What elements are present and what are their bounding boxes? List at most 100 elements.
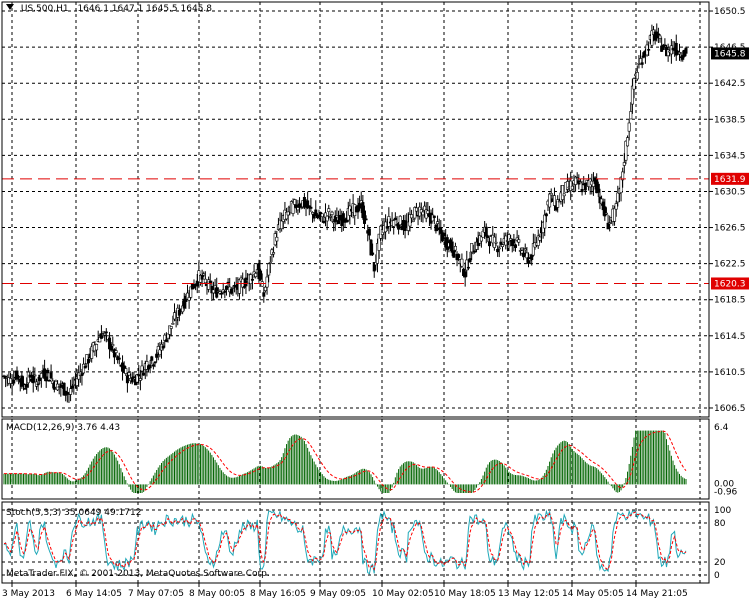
price-tick-label: 1642.5 (714, 79, 746, 89)
stoch-axis-label: 80 (714, 519, 726, 529)
candle-body (306, 200, 310, 209)
candle-body (426, 210, 430, 214)
candle-body (629, 111, 633, 120)
candle-body (674, 42, 678, 56)
candle-body (138, 378, 142, 381)
candle-body (470, 243, 474, 253)
stoch-label: Stoch(5,3,3) 35.0649 49.1712 (6, 508, 142, 518)
candle-body (398, 215, 402, 225)
candle-body (8, 378, 12, 384)
candle-body (627, 122, 631, 132)
candle-body (46, 369, 50, 374)
candle-body (436, 221, 440, 224)
candles (2, 23, 688, 403)
candle-body (311, 212, 315, 215)
candle-body (220, 292, 224, 295)
candle-body (265, 276, 269, 288)
candle-body (15, 370, 19, 380)
candle-body (580, 189, 584, 193)
candle-body (223, 290, 227, 293)
stoch-axis-label: 0 (714, 571, 720, 581)
candle-body (410, 214, 414, 219)
candle-body (125, 375, 129, 384)
candle-body (583, 182, 587, 191)
candle-body (151, 364, 155, 367)
candle-body (434, 224, 438, 232)
dropdown-arrow-icon[interactable] (6, 4, 14, 10)
ohlc-values: 1646.1 1647.1 1645.5 1645.8 (77, 4, 213, 14)
candle-body (556, 199, 560, 208)
candle-body (312, 213, 316, 219)
candle-body (450, 241, 454, 253)
level-price-tag (711, 172, 749, 185)
price-tick-label: 1626.5 (714, 224, 746, 234)
candle-body (335, 215, 339, 218)
stoch-axis-label: 20 (714, 558, 726, 568)
candle-body (293, 199, 297, 205)
pane-frames (1, 1, 710, 584)
candle-body (309, 206, 313, 209)
candle-body (337, 220, 341, 225)
candle-body (171, 322, 175, 325)
candle-body (296, 207, 300, 211)
candle-body (466, 266, 470, 269)
candle-body (543, 214, 547, 229)
candle-body (624, 140, 628, 161)
time-label: 9 May 09:05 (310, 589, 366, 599)
macd-axis-label: 6.4 (714, 423, 729, 433)
candle-body (603, 206, 607, 217)
candle-body (328, 216, 332, 218)
candle-body (28, 374, 32, 378)
candle-body (457, 254, 461, 258)
candle-body (132, 376, 136, 379)
price-tick-label: 1610.5 (714, 368, 746, 378)
candle-body (229, 288, 233, 294)
current-price-label: 1645.8 (714, 49, 746, 59)
candle-body (161, 345, 165, 349)
candle-body (158, 349, 162, 356)
candle-body (658, 35, 662, 39)
candle-body (377, 233, 381, 251)
candle-body (33, 374, 37, 377)
candle-body (262, 292, 266, 297)
candle-body (497, 247, 501, 250)
pane-frame (1, 418, 710, 500)
symbol-header[interactable]: US.500,H1 1646.1 1647.1 1645.5 1645.8 (6, 4, 212, 14)
candle-body (103, 333, 107, 336)
candle-body (80, 373, 84, 376)
candle-body (432, 215, 436, 218)
candle-body (242, 286, 246, 288)
candle-body (471, 252, 475, 254)
candle-body (421, 211, 425, 216)
candle-body (663, 44, 667, 47)
candle-body (174, 318, 178, 321)
candle-body (36, 383, 40, 386)
candle-body (12, 379, 16, 384)
candle-body (616, 192, 620, 203)
time-label: 10 May 18:05 (434, 589, 496, 599)
candle-body (70, 385, 74, 389)
candle-body (484, 226, 488, 237)
price-tick-label: 1630.5 (714, 187, 746, 197)
candle-body (127, 372, 131, 376)
candle-body (393, 217, 397, 220)
candle-body (635, 72, 639, 80)
candle-body (570, 185, 574, 190)
candle-body (325, 215, 329, 222)
candle-body (453, 246, 457, 251)
time-label: 8 May 16:05 (250, 589, 306, 599)
candle-body (530, 254, 534, 260)
candle-body (549, 192, 553, 196)
candle-body (291, 202, 295, 214)
candle-body (522, 252, 526, 258)
candle-body (666, 49, 670, 56)
candle-body (10, 383, 14, 387)
candle-body (263, 286, 267, 291)
level-lines[interactable] (2, 178, 709, 284)
candle-body (561, 184, 565, 200)
time-label: 3 May 2013 (2, 589, 55, 599)
candle-body (47, 379, 51, 382)
candle-body (512, 239, 516, 244)
time-label: 14 May 05:05 (562, 589, 624, 599)
